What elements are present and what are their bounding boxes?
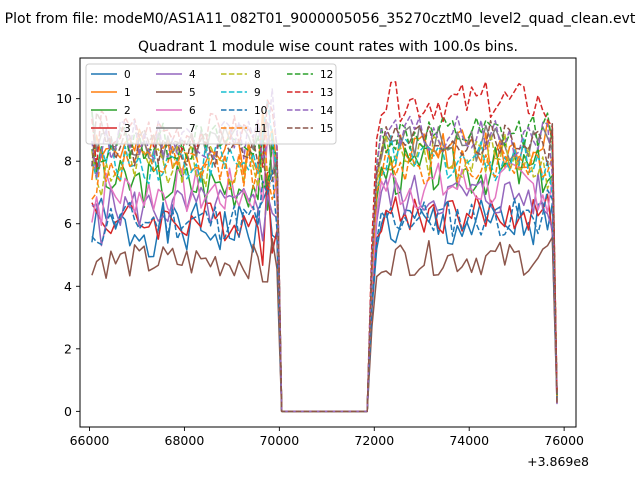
y-tick-label: 6 xyxy=(64,216,72,231)
legend-label-5: 5 xyxy=(189,87,196,99)
x-axis-offset-label: +3.869e8 xyxy=(527,454,589,469)
x-tick-label: 72000 xyxy=(354,433,394,448)
legend-label-3: 3 xyxy=(124,123,131,135)
x-axis: 66000 68000 70000 72000 74000 76000 xyxy=(70,427,584,448)
plot-frame xyxy=(79,57,577,428)
legend-label-10: 10 xyxy=(254,105,267,117)
y-tick-label: 8 xyxy=(64,154,72,169)
legend-label-8: 8 xyxy=(254,69,261,81)
legend-label-1: 1 xyxy=(124,87,131,99)
legend-label-7: 7 xyxy=(189,123,196,135)
legend-label-0: 0 xyxy=(124,69,131,81)
chart-title: Quadrant 1 module wise count rates with … xyxy=(138,39,518,55)
legend-label-12: 12 xyxy=(320,69,333,81)
legend-label-2: 2 xyxy=(124,105,131,117)
legend-label-13: 13 xyxy=(320,87,333,99)
x-tick-label: 76000 xyxy=(544,433,584,448)
legend-label-14: 14 xyxy=(320,105,334,117)
x-tick-label: 74000 xyxy=(449,433,489,448)
x-tick-label: 68000 xyxy=(165,433,205,448)
legend-box xyxy=(85,63,337,145)
x-tick-label: 70000 xyxy=(259,433,299,448)
legend-label-6: 6 xyxy=(189,105,196,117)
y-tick-label: 0 xyxy=(64,404,72,419)
series-line-15 xyxy=(91,112,558,413)
legend-label-4: 4 xyxy=(189,69,196,81)
x-tick-label: 66000 xyxy=(70,433,110,448)
y-tick-label: 2 xyxy=(64,341,72,356)
y-tick-label: 10 xyxy=(56,91,72,106)
legend-label-11: 11 xyxy=(254,123,267,135)
y-tick-label: 4 xyxy=(64,279,72,294)
y-axis: 0 2 4 6 8 10 xyxy=(56,91,80,419)
figure-suptitle: Plot from file: modeM0/AS1A11_082T01_900… xyxy=(5,11,636,27)
legend-label-15: 15 xyxy=(320,123,333,135)
legend-label-9: 9 xyxy=(254,87,261,99)
